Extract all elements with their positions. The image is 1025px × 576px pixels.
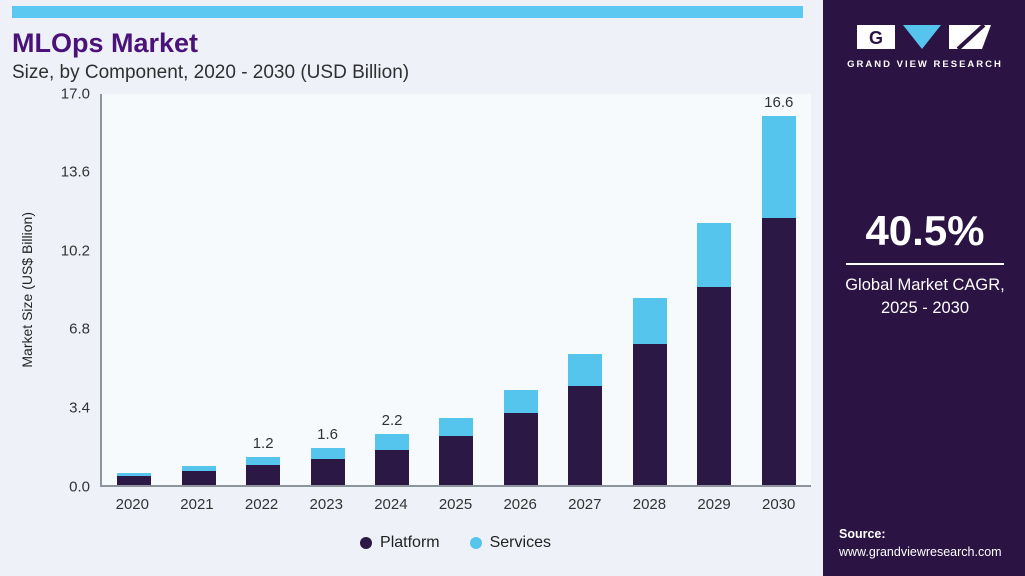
source-url: www.grandviewresearch.com bbox=[839, 545, 1002, 560]
bar-value-label: 1.2 bbox=[252, 435, 274, 453]
bar-segment-services bbox=[439, 418, 474, 437]
bar-segment-platform bbox=[761, 217, 796, 485]
bar-value-label: 16.6 bbox=[764, 93, 794, 111]
legend-label: Platform bbox=[380, 533, 440, 551]
x-tick-label: 2026 bbox=[503, 495, 537, 513]
legend-label: Services bbox=[489, 533, 551, 551]
chart: Market Size (US$ Billion) 17.0 13.6 10.2 6.… bbox=[12, 85, 811, 557]
bar-segment-platform bbox=[181, 470, 216, 485]
bar-2028 bbox=[618, 94, 682, 485]
cagr-value: 40.5% bbox=[865, 207, 985, 254]
source-label: Source: bbox=[839, 526, 886, 541]
x-tick-label: 2025 bbox=[438, 495, 473, 513]
x-tick-label: 2022 bbox=[244, 495, 279, 513]
bar-2025 bbox=[424, 94, 488, 485]
bar-segment-platform bbox=[246, 465, 281, 485]
bar-segment-platform bbox=[568, 385, 603, 485]
bar-segment-platform bbox=[375, 450, 410, 485]
bar-2024: 2.2 bbox=[360, 94, 424, 485]
x-tick-label: 2029 bbox=[697, 495, 731, 513]
chart-title: MLOps Market bbox=[12, 28, 199, 58]
bar-segment-services bbox=[761, 115, 796, 218]
bar-segment-platform bbox=[697, 286, 732, 485]
x-tick-label: 2024 bbox=[374, 495, 408, 513]
plot-area: 1.2 1.6 2.2 16.6 bbox=[100, 93, 811, 487]
bar-segment-platform bbox=[632, 344, 667, 485]
bar-segment-platform bbox=[503, 413, 538, 485]
bar-segment-services bbox=[632, 298, 667, 345]
bar-value-label: 2.2 bbox=[381, 412, 403, 430]
bar-segment-services bbox=[117, 473, 152, 476]
x-tick-label: 2027 bbox=[568, 495, 602, 513]
bar-segment-platform bbox=[439, 436, 474, 485]
y-axis-ticks: 17.0 13.6 10.2 6.8 3.4 0.0 bbox=[42, 85, 100, 495]
bar-segment-services bbox=[503, 390, 538, 414]
stat-divider bbox=[845, 263, 1004, 266]
bar-segment-services bbox=[697, 222, 732, 287]
bar-2022: 1.2 bbox=[231, 94, 295, 485]
y-tick-label: 13.6 bbox=[60, 163, 90, 181]
legend-item-services: Services bbox=[469, 533, 551, 552]
bar-segment-services bbox=[375, 434, 410, 451]
y-tick-label: 17.0 bbox=[60, 85, 90, 103]
legend-dot-platform bbox=[360, 536, 373, 549]
y-tick-label: 0.0 bbox=[69, 478, 90, 496]
y-axis-title: Market Size (US$ Billion) bbox=[12, 94, 42, 487]
x-tick-label: 2028 bbox=[632, 495, 667, 513]
legend-dot-services bbox=[469, 536, 482, 549]
cagr-stat: 40.5% Global Market CAGR, 2025 - 2030 bbox=[845, 207, 1005, 320]
brand-name: GRAND VIEW RESEARCH bbox=[847, 59, 1003, 70]
y-tick-label: 10.2 bbox=[60, 242, 90, 260]
bar-segment-services bbox=[181, 466, 216, 471]
bar-2026 bbox=[489, 94, 553, 485]
sidebar: G GRAND VIEW RESEARCH 40.5% Global Marke… bbox=[823, 0, 1025, 576]
source-block: Source: www.grandviewresearch.com bbox=[839, 525, 1002, 563]
bar-2029 bbox=[682, 94, 746, 485]
x-tick-label: 2030 bbox=[762, 495, 796, 513]
legend-item-platform: Platform bbox=[360, 534, 440, 552]
bar-2027 bbox=[553, 94, 617, 485]
bar-value-label: 1.6 bbox=[317, 425, 339, 443]
y-tick-label: 6.8 bbox=[69, 320, 90, 338]
bar-segment-platform bbox=[310, 459, 345, 485]
bar-2030: 16.6 bbox=[747, 94, 811, 485]
cagr-caption-line1: Global Market CAGR, bbox=[845, 276, 1005, 295]
chart-subtitle: Size, by Component, 2020 - 2030 (USD Bil… bbox=[12, 61, 410, 83]
bar-segment-services bbox=[310, 447, 345, 460]
accent-strip bbox=[12, 6, 803, 18]
bar-segment-platform bbox=[117, 475, 152, 485]
cagr-caption: Global Market CAGR, 2025 - 2030 bbox=[845, 274, 1005, 320]
chart-panel: MLOps Market Size, by Component, 2020 - … bbox=[12, 6, 811, 557]
legend: Platform Services bbox=[100, 519, 811, 557]
x-tick-label: 2020 bbox=[115, 495, 149, 513]
bar-2021 bbox=[166, 94, 230, 485]
y-tick-label: 3.4 bbox=[69, 399, 90, 417]
bar-segment-services bbox=[568, 353, 603, 386]
bar-2023: 1.6 bbox=[295, 94, 359, 485]
y-axis-title-text: Market Size (US$ Billion) bbox=[19, 212, 35, 368]
bars: 1.2 1.6 2.2 16.6 bbox=[102, 94, 811, 485]
bar-segment-services bbox=[246, 457, 281, 466]
svg-text:G: G bbox=[869, 28, 883, 48]
x-tick-label: 2021 bbox=[180, 495, 214, 513]
cagr-caption-line2: 2025 - 2030 bbox=[880, 299, 970, 318]
bar-2020 bbox=[102, 94, 166, 485]
grand-view-research-logo-icon: G bbox=[857, 24, 991, 51]
brand-logo: G bbox=[855, 24, 995, 52]
x-tick-label: 2023 bbox=[309, 495, 343, 513]
x-axis-ticks: 2020 2021 2022 2023 2024 2025 2026 2027 2028 2029… bbox=[100, 487, 811, 519]
